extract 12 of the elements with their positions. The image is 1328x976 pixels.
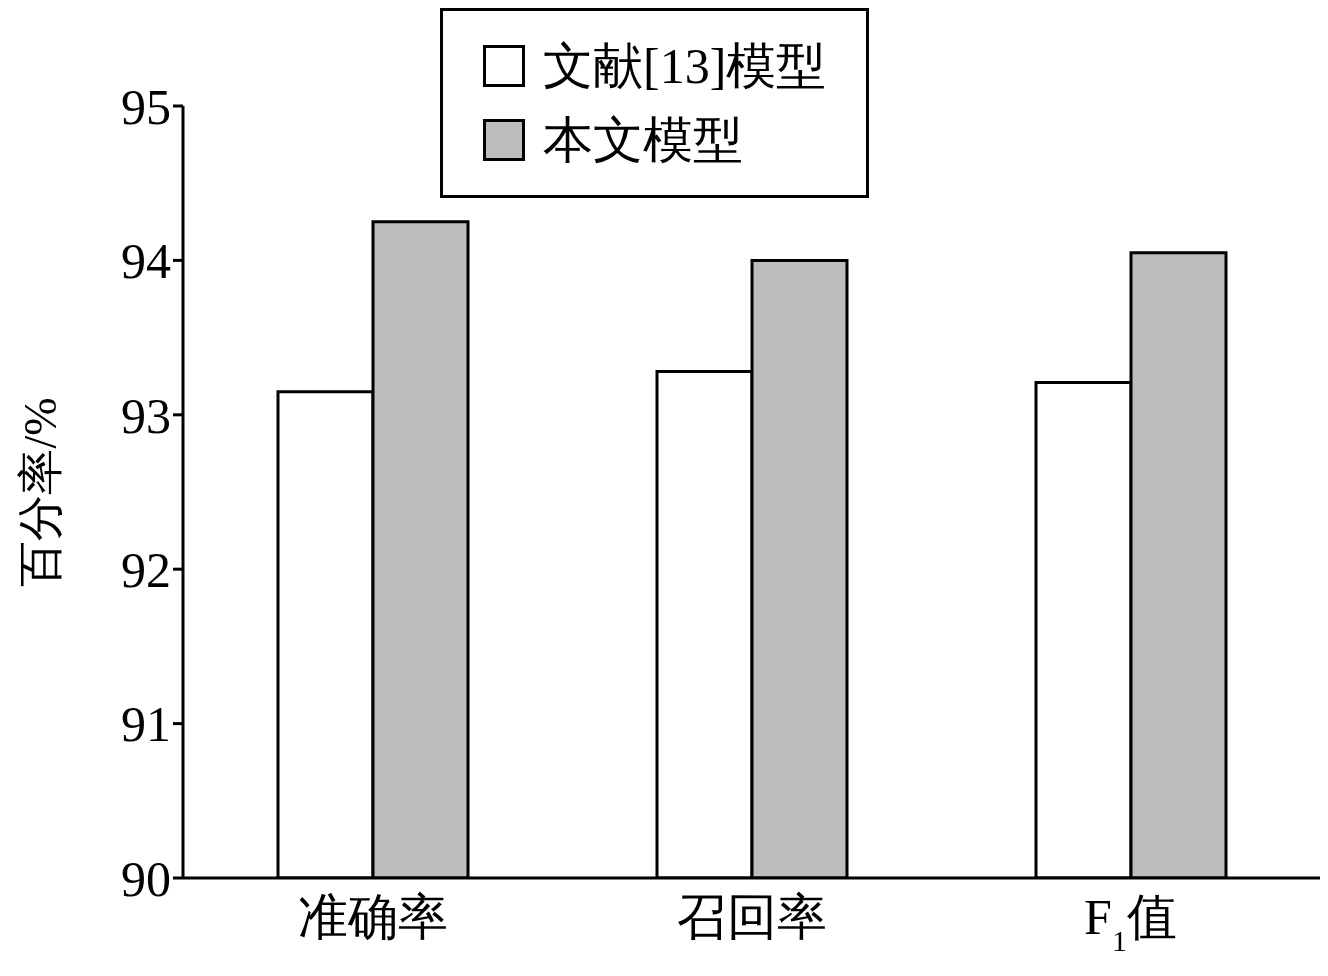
y-tick-label: 90 [121,850,171,907]
y-tick-label: 94 [121,233,171,290]
legend-label: 文献[13]模型 [543,37,827,96]
x-tick-label: 召回率 [676,889,827,945]
legend-label: 本文模型 [543,111,743,170]
y-tick-label: 93 [121,387,171,444]
x-tick-label: F$_{1}$值 [1084,889,1177,957]
y-axis-title: 百分率/% [15,397,67,587]
y-tick-label: 95 [121,78,171,135]
y-tick-label: 91 [121,696,171,753]
y-tick-label: 92 [121,541,171,598]
x-tick-label: 准确率 [297,889,448,945]
